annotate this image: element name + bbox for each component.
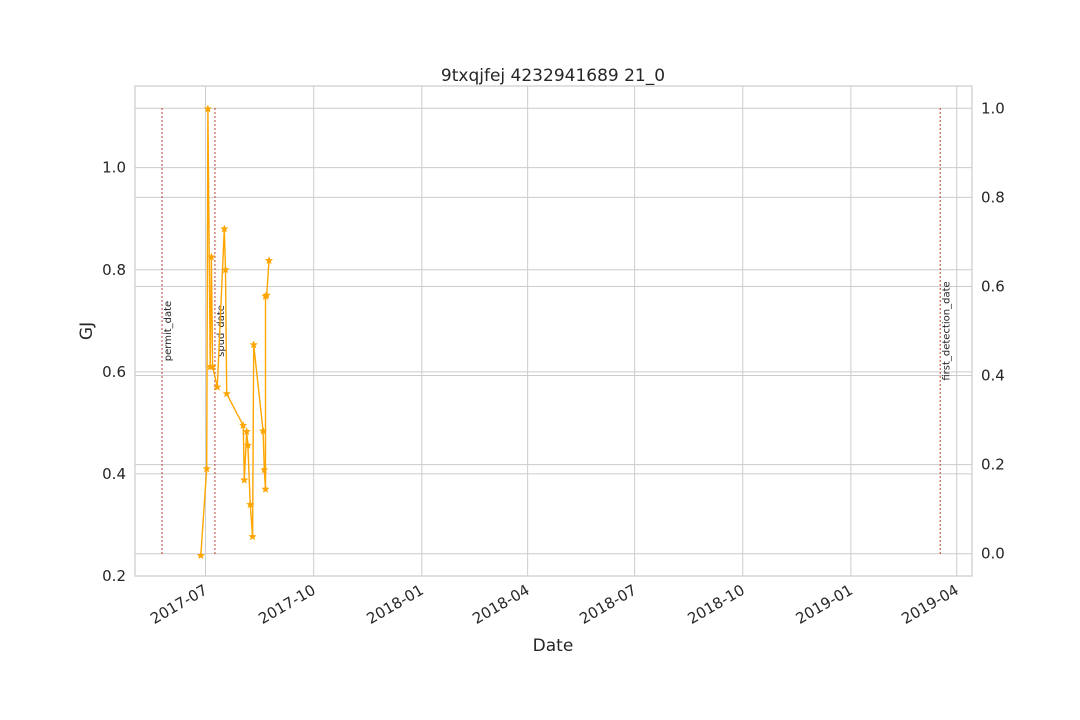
data-point [202, 464, 211, 473]
data-point [208, 362, 217, 371]
data-point [196, 551, 206, 560]
plot-area [135, 86, 972, 576]
y2-tick-label: 0.2 [981, 456, 1005, 474]
chart-title: 9txqjfej 4232941689 21_0 [441, 66, 665, 86]
data-point [222, 389, 231, 398]
y2-tick-labels: 0.0 0.2 0.4 0.6 0.8 1.0 [981, 99, 1005, 562]
y2-grid [135, 107, 972, 555]
event-label-first_detection_date: first_detection_date [941, 281, 952, 380]
data-point [221, 265, 230, 274]
y2-tick-label: 0.0 [981, 545, 1005, 563]
y-tick-label: 0.8 [102, 261, 126, 279]
y-tick-label: 0.4 [102, 465, 126, 483]
data-point [260, 465, 269, 474]
data-point [238, 420, 248, 430]
data-point [207, 252, 216, 261]
y2-tick-label: 1.0 [981, 99, 1005, 117]
data-point [264, 256, 274, 265]
x-axis-title: Date [533, 636, 574, 656]
series-layer [196, 104, 274, 560]
data-point [243, 440, 253, 449]
data-point [242, 427, 251, 436]
plot-frame [134, 85, 973, 577]
data-point [213, 382, 222, 391]
event-label-permit_date: permit_date [163, 301, 174, 361]
event-lines: permit_date spud_date first_detection_date [161, 108, 952, 554]
y2-tick-label: 0.4 [981, 367, 1005, 385]
y2-tick-label: 0.6 [981, 277, 1005, 295]
data-point [203, 104, 213, 113]
event-label-spud_date: spud_date [216, 305, 227, 357]
y-tick-label: 1.0 [102, 159, 126, 177]
y2-tick-label: 0.8 [981, 188, 1005, 206]
data-point [240, 475, 249, 484]
data-point [220, 224, 229, 233]
y-axis-title: GJ [77, 322, 97, 340]
data-point [258, 426, 268, 435]
y-tick-label: 0.2 [102, 567, 126, 585]
data-point [261, 484, 270, 493]
data-point [249, 340, 259, 349]
y-tick-labels: 0.2 0.4 0.6 0.8 1.0 [102, 159, 126, 585]
y-tick-label: 0.6 [102, 363, 126, 381]
data-point [262, 290, 271, 299]
data-point [248, 532, 257, 541]
data-point [245, 500, 255, 509]
